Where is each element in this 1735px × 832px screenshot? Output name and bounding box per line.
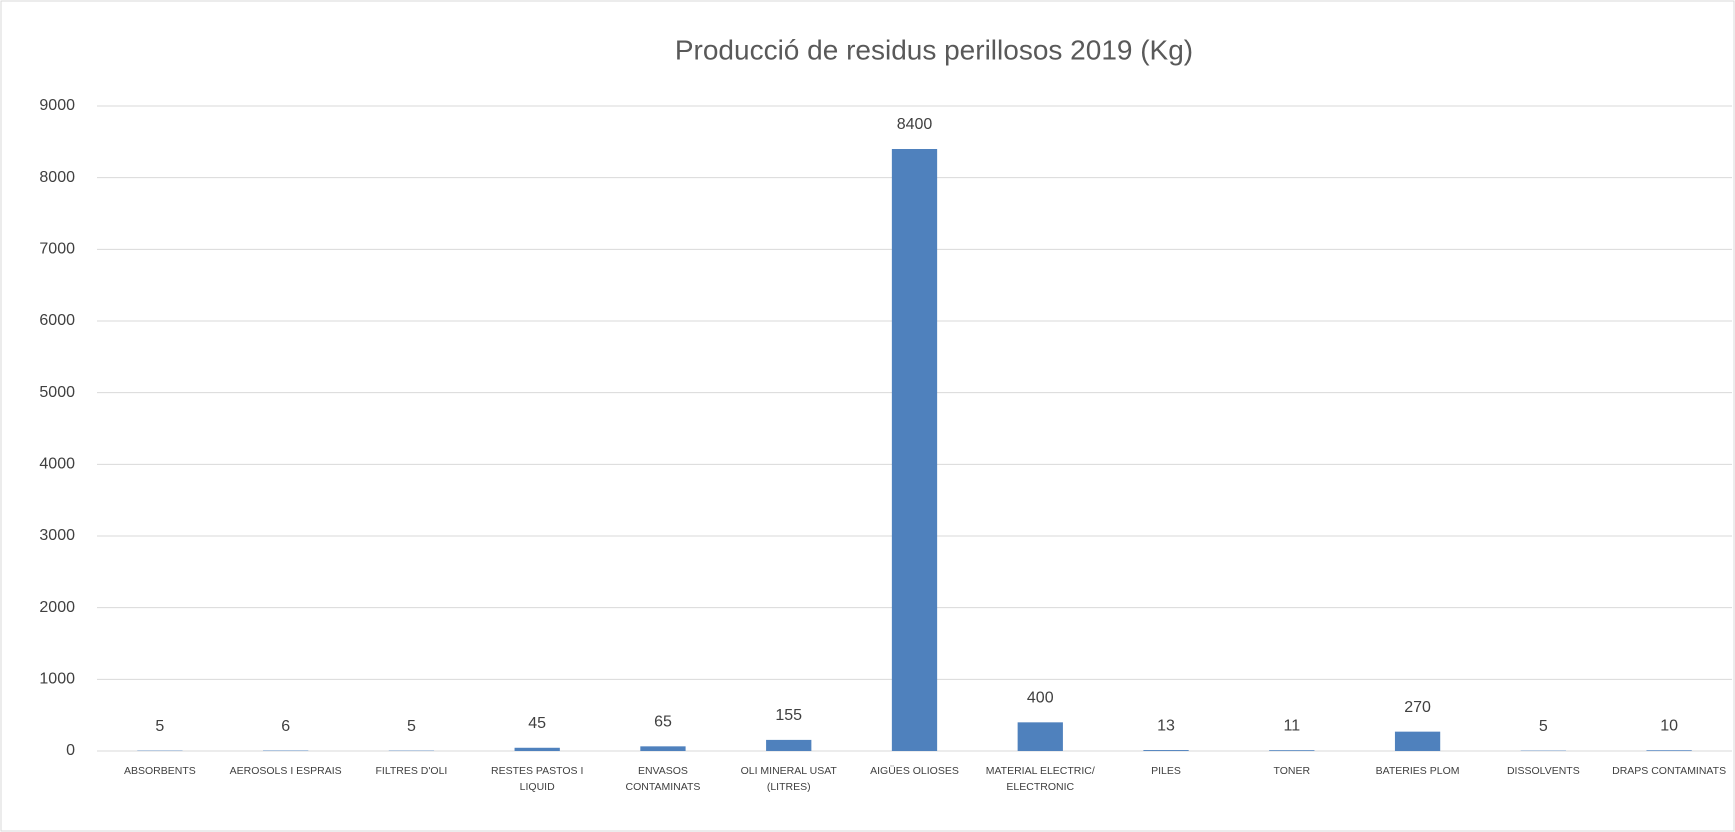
chart-title: Producció de residus perillosos 2019 (Kg… xyxy=(675,34,1193,65)
data-label: 400 xyxy=(1027,690,1054,707)
x-tick-label: RESTES PASTOS I LIQUID xyxy=(490,765,584,793)
data-label: 6 xyxy=(281,718,290,735)
x-tick-label: FILTRES D'OLI xyxy=(375,765,448,777)
y-tick-label: 6000 xyxy=(39,312,75,329)
data-label: 270 xyxy=(1404,699,1431,716)
bar xyxy=(1394,731,1441,751)
data-label: 5 xyxy=(155,718,164,735)
data-label: 11 xyxy=(1284,717,1301,734)
data-label: 5 xyxy=(1539,718,1548,735)
data-label: 155 xyxy=(775,707,802,724)
data-label: 65 xyxy=(654,714,672,731)
y-tick-label: 2000 xyxy=(39,599,75,616)
bar xyxy=(640,746,686,751)
bar xyxy=(1269,750,1315,751)
data-label: 10 xyxy=(1660,718,1678,735)
x-tick-label: MATERIAL ELECTRIC/ ELECTRONIC xyxy=(985,765,1095,793)
y-tick-label: 3000 xyxy=(39,527,75,544)
bar xyxy=(891,149,938,751)
x-tick-label: AEROSOLS I ESPRAIS xyxy=(229,765,342,777)
data-label: 45 xyxy=(528,715,546,732)
bar xyxy=(1017,722,1063,751)
bar xyxy=(766,739,812,751)
x-tick-label: ABSORBENTS xyxy=(123,765,196,777)
bar xyxy=(514,747,560,751)
y-tick-label: 5000 xyxy=(39,384,75,401)
y-tick-label: 0 xyxy=(66,742,75,759)
data-label: 5 xyxy=(407,718,416,735)
x-tick-label: OLI MINERAL USAT (LITRES) xyxy=(740,765,837,793)
y-tick-label: 9000 xyxy=(39,97,75,114)
y-tick-label: 8000 xyxy=(39,169,75,186)
x-tick-label: AIGÜES OLIOSES xyxy=(870,765,959,777)
bar xyxy=(1143,750,1189,751)
y-tick-label: 1000 xyxy=(39,671,75,688)
bar xyxy=(1646,750,1692,751)
y-tick-label: 4000 xyxy=(39,456,75,473)
x-tick-label: DISSOLVENTS xyxy=(1506,765,1580,777)
x-tick-label: BATERIES PLOM xyxy=(1375,765,1460,777)
x-tick-label: DRAPS CONTAMINATS xyxy=(1612,765,1727,777)
data-label: 13 xyxy=(1157,717,1175,734)
data-label: 8400 xyxy=(897,116,933,133)
x-tick-label: PILES xyxy=(1151,765,1181,777)
x-tick-label: TONER xyxy=(1273,765,1311,777)
y-tick-label: 7000 xyxy=(39,241,75,258)
x-tick-label: ENVASOS CONTAMINATS xyxy=(625,765,701,793)
